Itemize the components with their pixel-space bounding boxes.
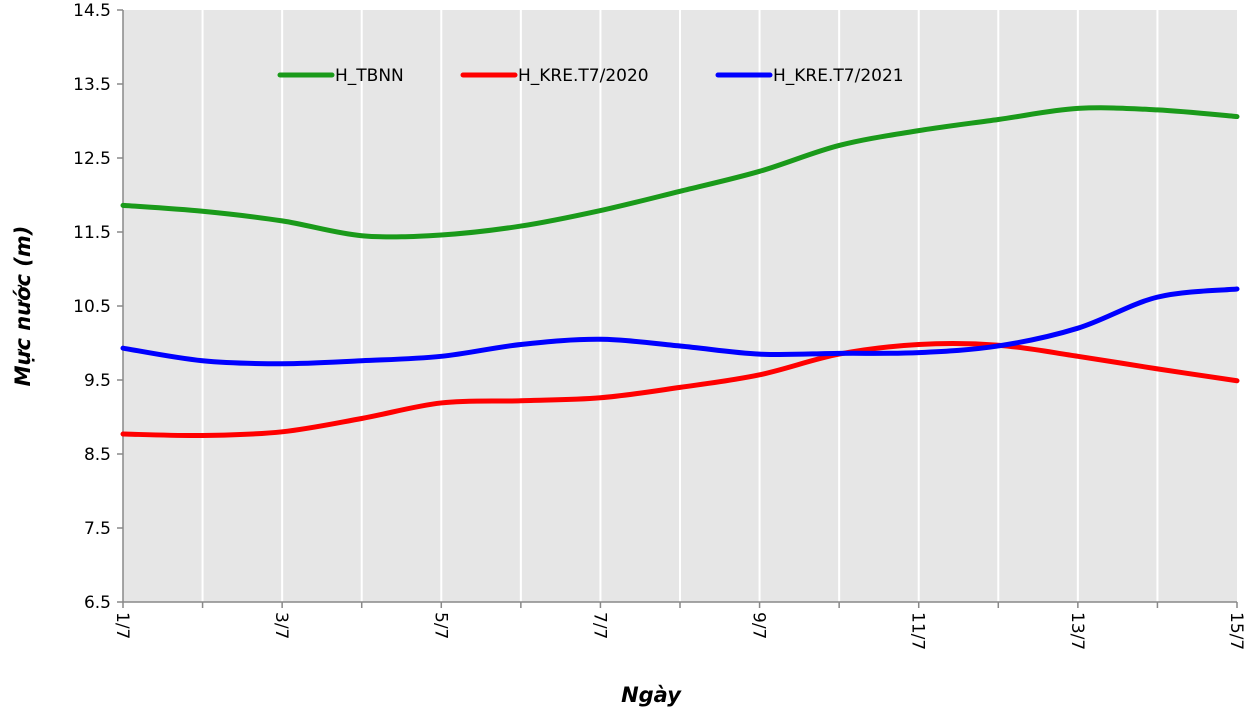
- x-axis-ticks: 1/7 3/7 5/7 7/7 9/7 11/7 13/7 15/7: [112, 602, 1246, 650]
- series-lines: [120, 105, 1240, 439]
- legend: H_TBNN H_KRE.T7/2020 H_KRE.T7/2021: [277, 66, 904, 86]
- y-tick-label: 7.5: [84, 519, 111, 539]
- series-line-2: [120, 341, 1240, 439]
- x-tick-label: 1/7: [112, 612, 132, 639]
- y-tick-label: 13.5: [73, 75, 111, 95]
- y-axis-ticks: 6.5 7.5 8.5 9.5 10.5 11.5 12.5 13.5 14.5: [73, 1, 123, 613]
- x-tick-label: 7/7: [589, 612, 609, 639]
- x-tick-label: 13/7: [1067, 612, 1087, 650]
- y-tick-label: 10.5: [73, 297, 111, 317]
- y-tick-label: 6.5: [84, 593, 111, 613]
- x-tick-label: 11/7: [908, 612, 928, 650]
- y-axis-title: Mực nước (m): [11, 226, 35, 387]
- x-axis-title: Ngày: [621, 683, 682, 707]
- legend-label: H_KRE.T7/2020: [518, 66, 649, 86]
- legend-label: H_KRE.T7/2021: [773, 66, 904, 86]
- x-tick-label: 3/7: [271, 612, 291, 639]
- y-tick-label: 14.5: [73, 1, 111, 21]
- series-line-1: [120, 105, 1240, 240]
- y-tick-label: 9.5: [84, 371, 111, 391]
- y-tick-label: 12.5: [73, 149, 111, 169]
- legend-label: H_TBNN: [335, 66, 404, 86]
- x-tick-label: 15/7: [1226, 612, 1246, 650]
- x-tick-label: 5/7: [430, 612, 450, 639]
- x-tick-label: 9/7: [749, 612, 769, 639]
- y-tick-label: 8.5: [84, 445, 111, 465]
- y-tick-label: 11.5: [73, 223, 111, 243]
- series-line-3: [120, 286, 1240, 367]
